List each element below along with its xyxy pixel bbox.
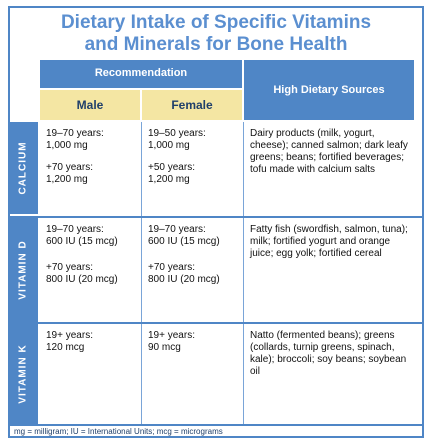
row-label-vitamin-k: VITAMIN K — [8, 324, 38, 424]
calcium-male: 19–70 years: 1,000 mg +70 years: 1,200 m… — [46, 128, 138, 186]
calcium-male-age-2: +70 years: — [46, 162, 93, 173]
calcium-male-age-1: 19–70 years: — [46, 128, 104, 139]
row-label-calcium: CALCIUM — [8, 122, 38, 214]
female-header: Female — [142, 90, 242, 120]
sources-header-label: High Dietary Sources — [273, 84, 385, 96]
row-divider-3 — [8, 424, 424, 426]
vitamin-k-sources: Natto (fermented beans); greens (collard… — [250, 330, 407, 377]
calcium-female-age-2: +50 years: — [148, 162, 195, 173]
column-divider-male-female — [141, 122, 142, 424]
vitamin-d-female-value-1: 600 IU (15 mcg) — [148, 236, 220, 247]
calcium-female: 19–50 years: 1,000 mg +50 years: 1,200 m… — [148, 128, 240, 186]
vitamin-d-female-age-1: 19–70 years: — [148, 224, 206, 235]
row-divider-2 — [8, 322, 424, 324]
vitamin-d-sources: Fatty fish (swordfish, salmon, tuna); mi… — [250, 224, 408, 259]
vitamin-d-female-value-2: 800 IU (20 mcg) — [148, 274, 220, 285]
recommendation-header: Recommendation — [40, 60, 242, 88]
row-label-vitamin-d: VITAMIN D — [8, 218, 38, 322]
vitamin-d-male-value-1: 600 IU (15 mcg) — [46, 236, 118, 247]
calcium-female-value-1: 1,000 mg — [148, 140, 190, 151]
vitamin-d-male-age-1: 19–70 years: — [46, 224, 104, 235]
vitamin-k-female: 19+ years: 90 mcg — [148, 330, 240, 354]
vitamin-k-male-value: 120 mcg — [46, 342, 85, 353]
calcium-male-value-1: 1,000 mg — [46, 140, 88, 151]
vitamin-k-male-age: 19+ years: — [46, 330, 93, 341]
calcium-sources: Dairy products (milk, yogurt, cheese); c… — [250, 128, 408, 175]
vitamin-d-female: 19–70 years: 600 IU (15 mcg) +70 years: … — [148, 224, 242, 286]
male-header: Male — [40, 90, 140, 120]
sources-header: High Dietary Sources — [244, 60, 414, 120]
column-divider-female-sources — [243, 122, 244, 424]
page-title: Dietary Intake of Specific Vitamins and … — [8, 12, 424, 56]
title-line-1: Dietary Intake of Specific Vitamins — [60, 12, 372, 33]
vitamin-d-male: 19–70 years: 600 IU (15 mcg) +70 years: … — [46, 224, 140, 286]
vitamin-d-female-age-2: +70 years: — [148, 262, 195, 273]
vitamin-d-male-value-2: 800 IU (20 mcg) — [46, 274, 118, 285]
title-line-2: and Minerals for Bone Health — [84, 34, 348, 55]
row-divider-1 — [8, 216, 424, 218]
vitamin-k-female-age: 19+ years: — [148, 330, 195, 341]
vitamin-k-male: 19+ years: 120 mcg — [46, 330, 138, 354]
calcium-female-value-2: 1,200 mg — [148, 174, 190, 185]
vitamin-d-male-age-2: +70 years: — [46, 262, 93, 273]
calcium-male-value-2: 1,200 mg — [46, 174, 88, 185]
vitamin-k-female-value: 90 mcg — [148, 342, 181, 353]
footnote: mg = milligram; IU = International Units… — [14, 427, 223, 436]
calcium-female-age-1: 19–50 years: — [148, 128, 206, 139]
